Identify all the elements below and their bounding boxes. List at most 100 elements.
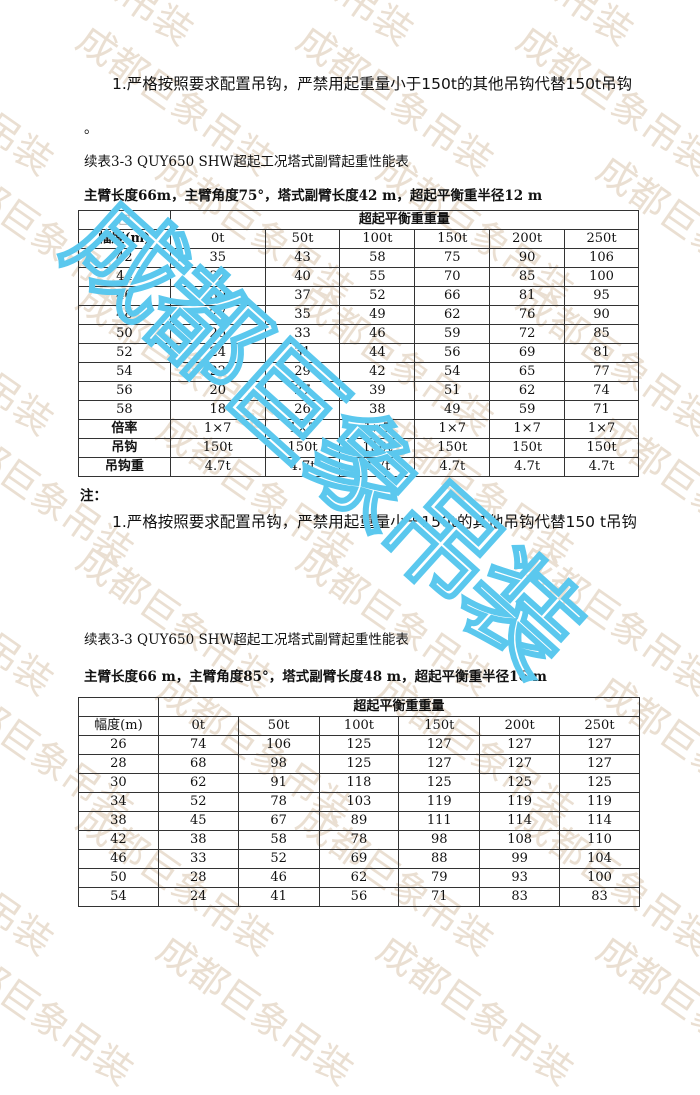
table-cell: 52 [237,849,320,869]
row-label: 52 [78,343,171,363]
table-row: 38 45 67 89 111 114 114 [78,811,640,831]
table-cell: 100 [564,267,639,287]
table-cell: 39 [339,381,416,401]
row-label: 吊钩重 [78,457,171,477]
table-cell: 150t [339,438,416,458]
table-cell: 24 [169,343,266,363]
table-cell: 127 [559,754,640,774]
table-row: 34 52 78 103 119 119 119 [78,792,640,812]
row-label: 50 [78,324,171,344]
table1-subtitle: 主臂长度66m，主臂角度75°，塔式副臂长度42 m，超起平衡重半径12 m [84,188,543,204]
table-cell: 56 [318,887,400,907]
table-cell: 35 [169,248,266,268]
watermark-text: 成都巨象吊装 [0,276,62,444]
table-cell: 27 [264,381,341,401]
table-cell: 108 [479,830,561,850]
table-cell: 52 [339,286,416,306]
table-cell: 4.7t [264,457,341,477]
table-cell: 70 [414,267,491,287]
table-cell: 75 [414,248,491,268]
watermark-text: 成都巨象吊装 [0,0,206,55]
table-row: 42 35 43 58 75 90 106 [78,248,639,268]
table-cell: 66 [414,286,491,306]
table-cell: 51 [414,381,491,401]
table-cell: 4.7t [169,457,266,477]
table2: 超起平衡重重量 幅度(m) 0t 50t 100t 150t 200t 250t 26 74… [78,697,641,907]
table1-col-header: 50t [264,229,341,249]
table-row: 28 68 98 125 127 127 127 [78,754,640,774]
table-cell: 49 [414,400,491,420]
table-cell: 78 [318,830,400,850]
table-cell: 76 [489,305,566,325]
table2-col-header: 100t [318,716,400,736]
table-cell: 119 [559,792,640,812]
table-cell: 62 [157,773,239,793]
watermark-text: 成都巨象吊装 [0,16,62,184]
row-label: 42 [78,830,159,850]
table-cell: 40 [264,267,341,287]
note-1: 1.严格按照要求配置吊钩，严禁用起重量小于150t的其他吊钩代替150t吊钩 [112,75,633,93]
table-cell: 150t [264,438,341,458]
table-cell: 59 [414,324,491,344]
table2-col-header: 150t [398,716,481,736]
table-cell: 33 [157,849,239,869]
table-cell: 4.7t [414,457,491,477]
table-cell: 91 [237,773,320,793]
table-cell: 127 [479,735,561,755]
table-cell: 100 [559,868,640,888]
table-cell: 106 [237,735,320,755]
table-row: 吊钩 150t 150t 150t 150t 150t 150t [78,438,639,458]
watermark-text: 成都巨象吊装 [0,926,142,1094]
table-row: 58 18 26 38 49 59 71 [78,400,639,420]
table-cell: 4.7t [339,457,416,477]
row-label: 30 [78,773,159,793]
table-cell: 114 [559,811,640,831]
table2-row-header: 幅度(m) [78,716,159,736]
table1-col-header: 100t [339,229,416,249]
table-cell: 44 [339,343,416,363]
table-row: 26 74 106 125 127 127 127 [78,735,640,755]
table1-col-header: 0t [169,229,266,249]
table-cell: 58 [237,830,320,850]
table-cell: 62 [414,305,491,325]
table-cell: 110 [559,830,640,850]
table-cell: 68 [157,754,239,774]
table-cell: 150t [564,438,639,458]
table-cell: 127 [398,735,481,755]
table-cell: 46 [237,868,320,888]
row-label: 58 [78,400,171,420]
table-cell: 59 [489,400,566,420]
table-cell: 83 [559,887,640,907]
table-cell: 52 [157,792,239,812]
table-cell: 98 [237,754,320,774]
table-cell: 26 [169,324,266,344]
row-label: 46 [78,286,171,306]
table-cell: 65 [489,362,566,382]
table-cell: 85 [489,267,566,287]
table2-subtitle: 主臂长度66 m，主臂角度85°，塔式副臂长度48 m，超起平衡重半径16 m [84,669,547,685]
table-cell: 28 [157,868,239,888]
table2-col-header: 200t [479,716,561,736]
row-label: 倍率 [78,419,171,439]
table-cell: 88 [398,849,481,869]
table-row: 44 32 40 55 70 85 100 [78,267,639,287]
table-cell: 127 [398,754,481,774]
table-cell: 49 [339,305,416,325]
table-cell: 72 [489,324,566,344]
watermark-text: 成都巨象吊装 [208,0,426,55]
row-label: 50 [78,868,159,888]
table-cell: 42 [339,362,416,382]
watermark-text: 成都巨象吊装 [369,926,582,1094]
table-cell: 118 [318,773,400,793]
table-row: 42 38 58 78 98 108 110 [78,830,640,850]
table-cell: 22 [169,362,266,382]
table-cell: 27 [169,305,266,325]
table-cell: 95 [564,286,639,306]
row-label: 54 [78,362,171,382]
table-cell: 69 [318,849,400,869]
table-cell: 93 [479,868,561,888]
watermark-text: 成都巨象吊装 [589,926,700,1094]
table-cell: 125 [318,754,400,774]
table-cell: 119 [479,792,561,812]
table1: □ 超起平衡重重量 幅度(m) 0t 50t 100t 150t 200t 250t 42… [78,210,640,477]
